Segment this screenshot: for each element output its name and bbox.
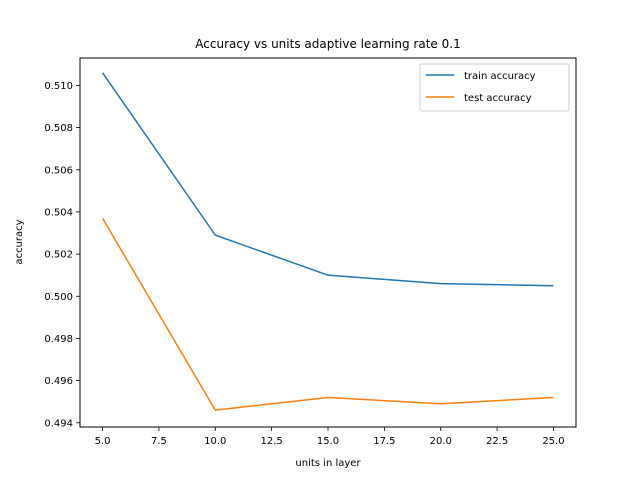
y-tick-label: 0.496 [44,376,73,387]
x-tick-label: 5.0 [95,436,111,447]
series-line-test-accuracy [101,217,554,411]
x-tick-label: 7.5 [151,436,167,447]
plot-area [101,72,554,411]
chart-title: Accuracy vs units adaptive learning rate… [195,37,460,51]
x-tick-label: 22.5 [486,436,508,447]
x-axis-ticks: 5.0 7.5 10.0 12.5 15.0 17.5 20.0 22.5 25.0 [95,427,565,447]
y-axis-ticks: 0.494 0.496 0.498 0.500 0.502 0.504 0.506 0.508… [44,81,80,429]
y-tick-label: 0.500 [44,292,73,303]
y-axis-label: accuracy [14,219,25,264]
x-tick-label: 25.0 [542,436,564,447]
x-tick-label: 20.0 [430,436,452,447]
y-tick-label: 0.502 [44,250,73,261]
axes-frame [79,57,577,428]
x-tick-label: 17.5 [373,436,395,447]
x-tick-label: 10.0 [204,436,226,447]
x-tick-label: 15.0 [317,436,339,447]
legend-label-train-accuracy: train accuracy [464,71,536,82]
y-tick-label: 0.504 [44,207,73,218]
y-tick-label: 0.508 [44,123,73,134]
y-tick-label: 0.498 [44,334,73,345]
y-tick-label: 0.494 [44,418,73,429]
legend-label-test-accuracy: test accuracy [464,93,532,104]
x-axis-label: units in layer [295,458,361,469]
x-tick-label: 12.5 [261,436,283,447]
y-tick-label: 0.506 [44,165,73,176]
legend-box [419,63,570,112]
y-tick-label: 0.510 [44,81,73,92]
legend: train accuracy test accuracy [419,63,570,112]
